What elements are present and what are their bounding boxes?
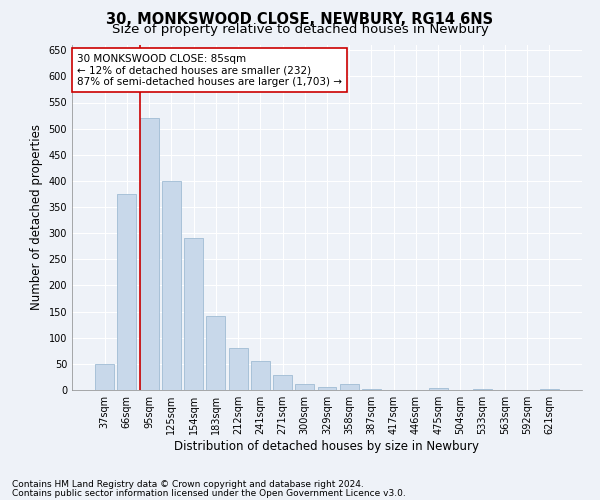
Text: 30 MONKSWOOD CLOSE: 85sqm
← 12% of detached houses are smaller (232)
87% of semi: 30 MONKSWOOD CLOSE: 85sqm ← 12% of detac… <box>77 54 342 87</box>
Bar <box>273 376 292 390</box>
Text: Size of property relative to detached houses in Newbury: Size of property relative to detached ho… <box>112 22 488 36</box>
Bar <box>295 384 314 390</box>
Bar <box>317 388 337 390</box>
Bar <box>362 389 381 390</box>
Text: Contains public sector information licensed under the Open Government Licence v3: Contains public sector information licen… <box>12 488 406 498</box>
Bar <box>95 364 114 390</box>
Bar <box>206 316 225 390</box>
Bar <box>118 194 136 390</box>
Text: 30, MONKSWOOD CLOSE, NEWBURY, RG14 6NS: 30, MONKSWOOD CLOSE, NEWBURY, RG14 6NS <box>106 12 494 28</box>
Bar <box>184 238 203 390</box>
Text: Contains HM Land Registry data © Crown copyright and database right 2024.: Contains HM Land Registry data © Crown c… <box>12 480 364 489</box>
Bar <box>473 389 492 390</box>
Bar <box>162 181 181 390</box>
Bar <box>429 388 448 390</box>
X-axis label: Distribution of detached houses by size in Newbury: Distribution of detached houses by size … <box>175 440 479 453</box>
Bar <box>229 348 248 390</box>
Bar <box>340 384 359 390</box>
Y-axis label: Number of detached properties: Number of detached properties <box>30 124 43 310</box>
Bar <box>540 389 559 390</box>
Bar <box>251 361 270 390</box>
Bar <box>140 118 158 390</box>
